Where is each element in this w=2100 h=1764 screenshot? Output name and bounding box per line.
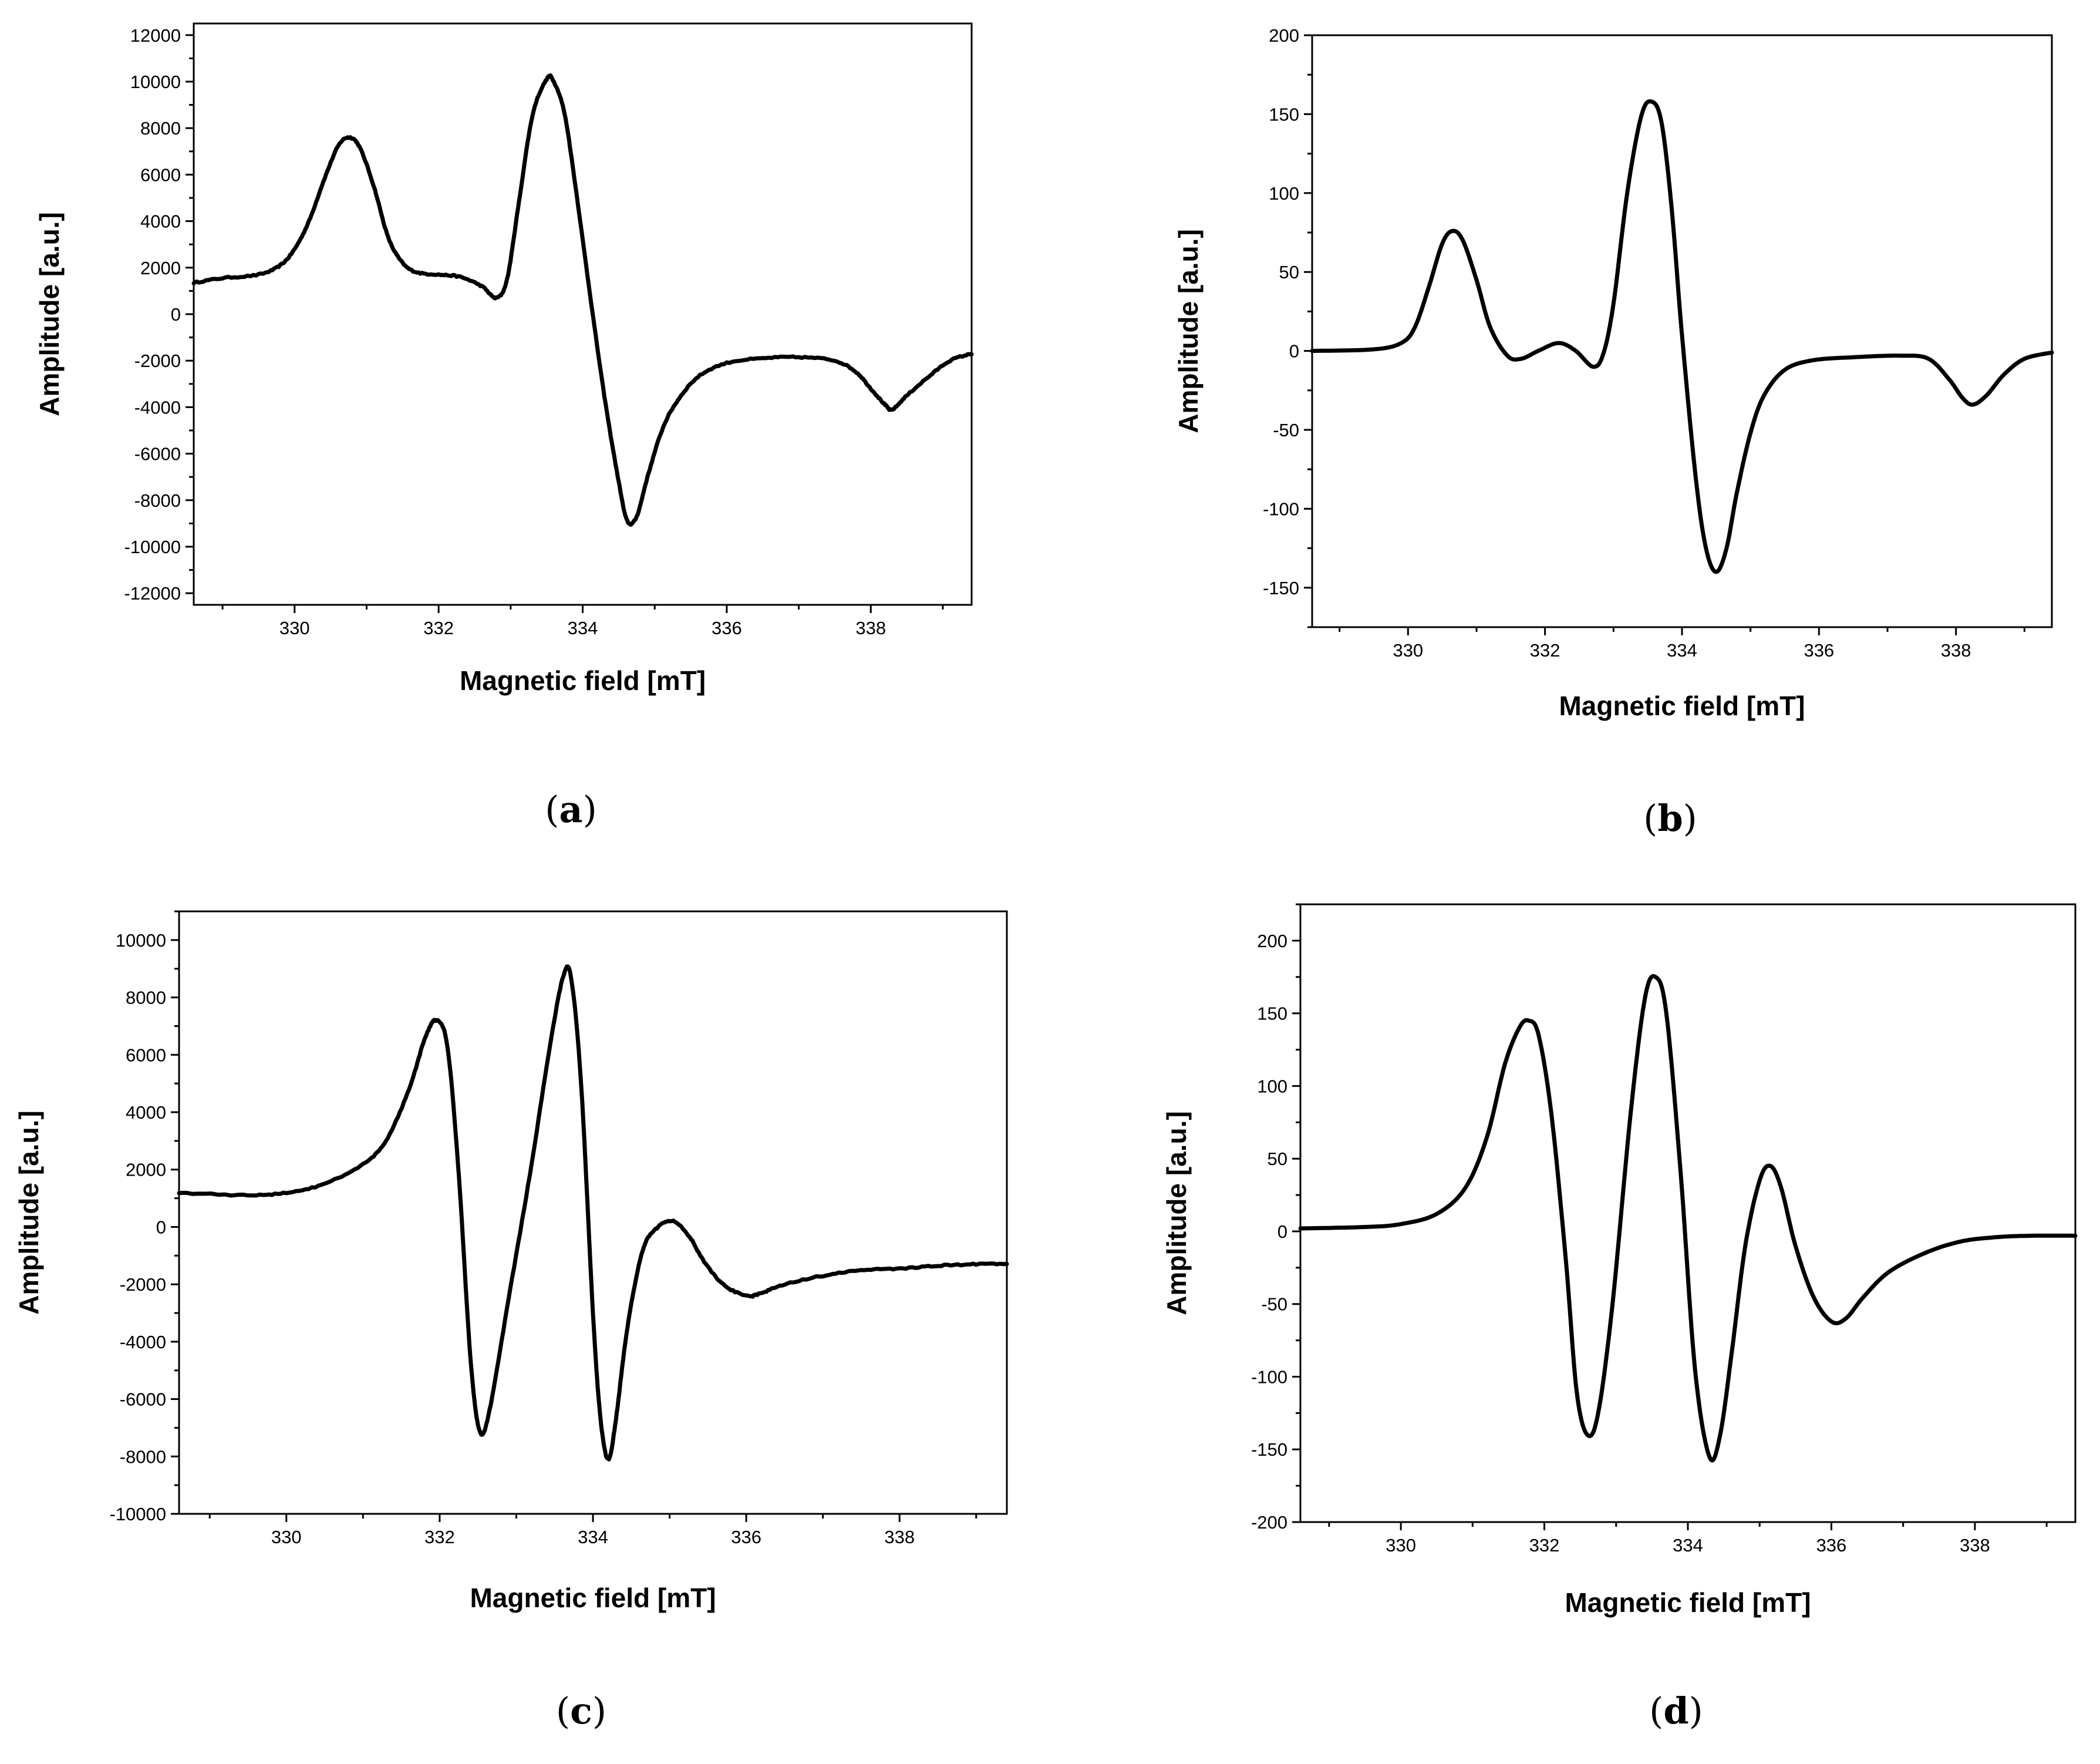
x-tick-label: 336 [1804,640,1834,661]
y-tick-label: 0 [156,1217,166,1237]
y-tick-label: 10000 [130,72,181,92]
x-axis-title: Magnetic field [mT] [470,1583,716,1613]
x-axis: 330 332 334 336 338 [208,1514,977,1547]
x-axis: 330 332 334 336 338 [1328,1522,2048,1556]
panel-d: 330 332 334 336 338 -200 -150 -100 -50 0 50 100 150 2… [1161,903,2078,1732]
y-axis: -10000 -8000 -6000 -4000 -2000 0 2000 4000 6000 8… [109,910,179,1524]
x-tick-label: 336 [1816,1535,1847,1556]
y-tick-label: 2000 [140,258,181,278]
y-tick-label: 2000 [126,1160,166,1180]
panel-a: 330 332 334 336 338 -12000 -10000 -8000 -6000 -40… [34,22,974,831]
panel-label: (b) [1643,797,1697,840]
x-tick-label: 336 [731,1527,761,1547]
y-tick-label: 0 [171,304,181,325]
panel-label: (a) [545,788,597,831]
y-axis-title: Amplitude [a.u.] [1161,1111,1192,1315]
y-tick-label: -100 [1263,499,1299,519]
x-tick-label: 338 [855,618,886,638]
x-tick-label: 338 [1941,640,1971,661]
y-tick-label: -2000 [120,1274,166,1295]
plot-frame [178,910,1008,1515]
y-tick-label: 8000 [126,988,166,1008]
y-tick-label: -50 [1261,1294,1287,1315]
y-axis: -200 -150 -100 -50 0 50 100 150 200 [1251,903,1300,1533]
x-axis-title: Magnetic field [mT] [1565,1587,1811,1618]
y-tick-label: -4000 [120,1332,166,1352]
y-tick-label: 4000 [126,1102,166,1123]
y-tick-label: -10000 [124,537,181,557]
panel-label: (c) [556,1689,606,1732]
y-tick-label: 10000 [116,930,166,951]
y-tick-label: 0 [1289,341,1299,362]
x-axis-title: Magnetic field [mT] [460,665,706,696]
series-line [1298,974,2078,1463]
y-tick-label: 0 [1277,1221,1287,1242]
plot-frame [1299,903,2077,1523]
x-tick-label: 332 [1530,640,1560,661]
y-tick-label: 4000 [140,211,181,232]
y-tick-label: 6000 [126,1045,166,1065]
x-tick-label: 338 [884,1527,915,1547]
x-tick-label: 334 [1667,640,1697,661]
y-tick-label: -200 [1251,1512,1287,1533]
y-tick-label: -50 [1273,420,1299,440]
x-tick-label: 330 [271,1527,302,1547]
plot-frame [193,22,973,606]
x-tick-label: 334 [1673,1535,1703,1556]
y-tick-label: -100 [1251,1366,1287,1387]
y-tick-label: -12000 [124,583,181,604]
x-axis: 330 332 334 336 338 [1339,627,2025,661]
panel-c: 330 332 334 336 338 -10000 -8000 -6000 -4000 -200… [14,910,1009,1732]
y-tick-label: 100 [1257,1076,1287,1096]
panel-b: 330 332 334 336 338 -150 -100 -50 0 50 100 150 200 Ma… [1173,25,2054,840]
series-line [177,964,1009,1462]
x-tick-label: 332 [423,618,454,638]
series-line [1310,99,2054,574]
y-axis: -150 -100 -50 0 50 100 150 200 [1263,25,1312,628]
y-tick-label: 6000 [140,164,181,185]
y-tick-label: -150 [1251,1439,1287,1460]
x-tick-label: 336 [712,618,742,638]
x-tick-label: 330 [1386,1535,1416,1556]
y-tick-label: 200 [1269,25,1299,46]
y-tick-label: -150 [1263,578,1299,598]
series-line [191,73,974,527]
y-tick-label: -4000 [134,397,181,418]
y-tick-label: -10000 [109,1504,166,1524]
y-tick-label: -6000 [120,1389,166,1410]
y-tick-label: -8000 [134,490,181,511]
x-tick-label: 330 [279,618,310,638]
x-tick-label: 332 [1529,1535,1560,1556]
y-tick-label: 100 [1269,183,1299,204]
y-tick-label: 12000 [130,25,181,46]
x-axis: 330 332 334 336 338 [221,605,944,638]
y-tick-label: 50 [1279,262,1299,282]
panel-label: (d) [1649,1689,1703,1732]
y-tick-label: 50 [1268,1149,1287,1169]
y-tick-label: -2000 [134,351,181,371]
y-tick-label: 8000 [140,118,181,139]
x-tick-label: 338 [1960,1535,1990,1556]
y-axis-title: Amplitude [a.u.] [34,212,65,416]
x-tick-label: 332 [424,1527,455,1547]
x-tick-label: 330 [1393,640,1423,661]
y-tick-label: 150 [1269,104,1299,124]
y-tick-label: 150 [1257,1004,1287,1024]
x-axis-title: Magnetic field [mT] [1559,691,1805,721]
x-tick-label: 334 [568,618,598,638]
y-axis-title: Amplitude [a.u.] [14,1110,44,1315]
y-axis: -12000 -10000 -8000 -6000 -4000 -2000 0 2000 400… [124,25,194,604]
y-tick-label: -6000 [134,444,181,464]
x-tick-label: 334 [578,1527,608,1547]
y-tick-label: 200 [1257,931,1287,951]
y-tick-label: -8000 [120,1446,166,1467]
y-axis-title: Amplitude [a.u.] [1173,229,1204,433]
